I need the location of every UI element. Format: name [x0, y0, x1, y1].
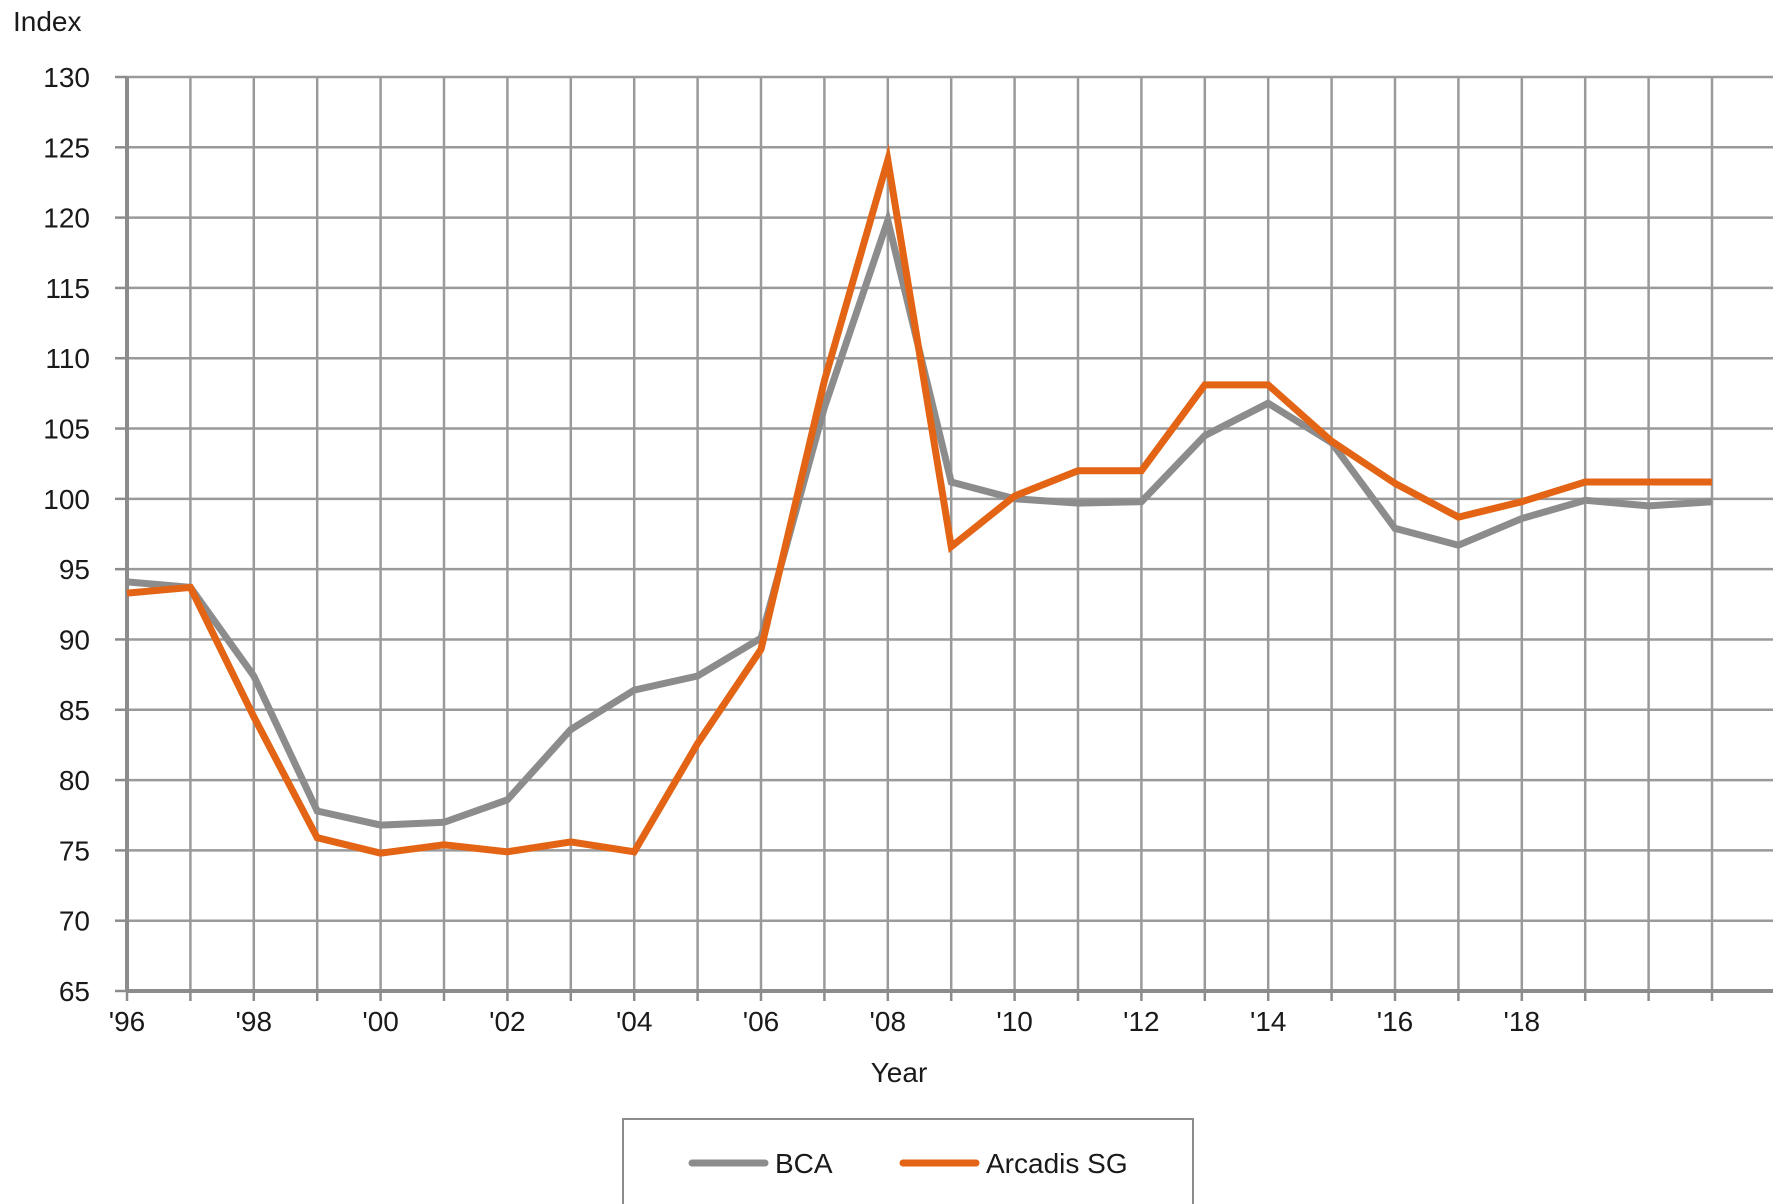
x-tick-label: '04 [616, 1006, 653, 1037]
y-tick-label: 70 [59, 906, 90, 937]
y-tick-label: 120 [43, 203, 90, 234]
x-tick-label: '06 [743, 1006, 780, 1037]
x-tick-label: '02 [489, 1006, 526, 1037]
y-tick-label: 100 [43, 484, 90, 515]
y-tick-label: 125 [43, 132, 90, 163]
series-line-arcadis-sg [126, 144, 1712, 857]
y-axis-title: Index [13, 6, 82, 37]
x-tick-label: '96 [109, 1006, 146, 1037]
x-tick-label: '98 [236, 1006, 273, 1037]
x-tick-label: '08 [870, 1006, 907, 1037]
y-tick-label: 115 [45, 273, 90, 304]
y-tick-label: 95 [59, 554, 90, 585]
x-tick-label: '00 [362, 1006, 399, 1037]
x-tick-label: '12 [1123, 1006, 1160, 1037]
x-tick-label: '16 [1377, 1006, 1414, 1037]
y-tick-label: 85 [59, 695, 90, 726]
y-tick-label: 130 [43, 62, 90, 93]
series-line-bca [126, 207, 1713, 829]
x-tick-label: '10 [996, 1006, 1033, 1037]
x-axis-title: Year [871, 1057, 928, 1088]
y-axis-ticks: 65 70 75 80 85 90 95 100 105 110 115 120 125 130 [43, 62, 127, 1007]
y-tick-label: 80 [59, 765, 90, 796]
x-tick-label: '18 [1504, 1006, 1541, 1037]
x-tick-label: '14 [1250, 1006, 1287, 1037]
y-tick-label: 75 [59, 835, 90, 866]
chart-series [126, 144, 1713, 857]
legend-label-arcadis-sg: Arcadis SG [986, 1148, 1128, 1179]
legend-label-bca: BCA [775, 1148, 833, 1179]
chart-legend: BCA Arcadis SG [622, 1118, 1194, 1204]
y-tick-label: 105 [43, 414, 90, 445]
y-tick-label: 65 [59, 976, 90, 1007]
x-axis-ticks: '96 '98 '00 '02 '04 '06 '08 '10 '12 '14 '16 '18 [109, 991, 1714, 1037]
y-tick-label: 90 [59, 624, 90, 655]
y-tick-label: 110 [45, 343, 90, 374]
chart-grid [125, 75, 1773, 993]
